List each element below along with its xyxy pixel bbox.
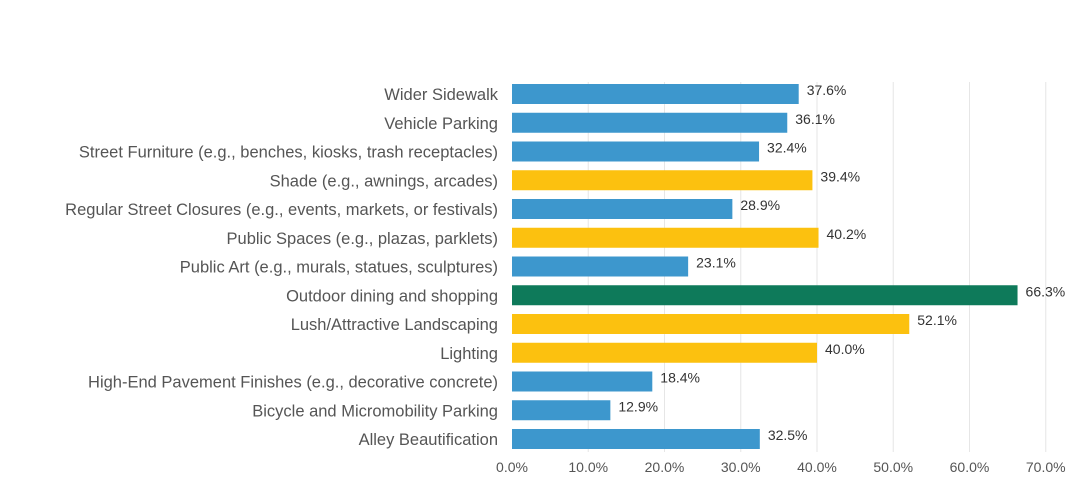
x-tick-label: 30.0% (721, 459, 761, 475)
value-label: 32.5% (768, 427, 808, 443)
bar (512, 170, 813, 191)
value-label: 12.9% (618, 398, 658, 414)
value-label: 40.2% (827, 226, 867, 242)
bar (512, 227, 819, 248)
x-tick-label: 50.0% (873, 459, 913, 475)
value-label: 39.4% (820, 168, 860, 184)
value-label: 40.0% (825, 341, 865, 357)
bar (512, 285, 1018, 306)
category-labels: Wider Sidewalk Vehicle Parking Street Furn… (65, 86, 499, 449)
value-label: 32.4% (767, 140, 807, 156)
x-tick-label: 10.0% (568, 459, 608, 475)
bar (512, 429, 760, 449)
x-tick-label: 0.0% (496, 459, 528, 475)
category-label: Outdoor dining and shopping (286, 287, 498, 305)
value-label: 23.1% (696, 255, 736, 271)
value-labels: 37.6% 36.1% 32.4% 39.4% 28.9% 40.2% 23.1% 66.3%… (618, 82, 1065, 443)
category-label: Street Furniture (e.g., benches, kiosks,… (79, 144, 498, 162)
category-label: Vehicle Parking (384, 115, 498, 133)
category-label: High-End Pavement Finishes (e.g., decora… (88, 374, 498, 392)
x-tick-label: 70.0% (1026, 459, 1066, 475)
category-label: Lush/Attractive Landscaping (291, 316, 498, 334)
bar (512, 400, 611, 421)
category-label: Public Spaces (e.g., plazas, parklets) (227, 230, 498, 248)
x-tick-label: 60.0% (950, 459, 990, 475)
value-label: 66.3% (1026, 283, 1066, 299)
bar (512, 256, 689, 277)
x-axis-ticks: 0.0% 10.0% 20.0% 30.0% 40.0% 50.0% 60.0% 70.0% (496, 459, 1066, 475)
value-label: 36.1% (795, 111, 835, 127)
bar (512, 371, 653, 392)
category-label: Alley Beautification (359, 431, 498, 449)
category-label: Regular Street Closures (e.g., events, m… (65, 201, 498, 219)
bar (512, 141, 760, 162)
bar (512, 112, 788, 133)
category-label: Public Art (e.g., murals, statues, sculp… (180, 259, 498, 277)
bar (512, 199, 733, 219)
bars (512, 84, 1018, 449)
bar (512, 342, 817, 363)
value-label: 18.4% (660, 370, 700, 386)
bar (512, 84, 799, 104)
value-label: 52.1% (917, 312, 957, 328)
x-tick-label: 40.0% (797, 459, 837, 475)
value-label: 37.6% (807, 82, 847, 98)
category-label: Lighting (440, 345, 498, 363)
value-label: 28.9% (740, 197, 780, 213)
category-label: Wider Sidewalk (384, 86, 498, 104)
x-tick-label: 20.0% (645, 459, 685, 475)
category-label: Bicycle and Micromobility Parking (252, 402, 498, 420)
bar (512, 314, 910, 334)
category-label: Shade (e.g., awnings, arcades) (270, 172, 498, 190)
